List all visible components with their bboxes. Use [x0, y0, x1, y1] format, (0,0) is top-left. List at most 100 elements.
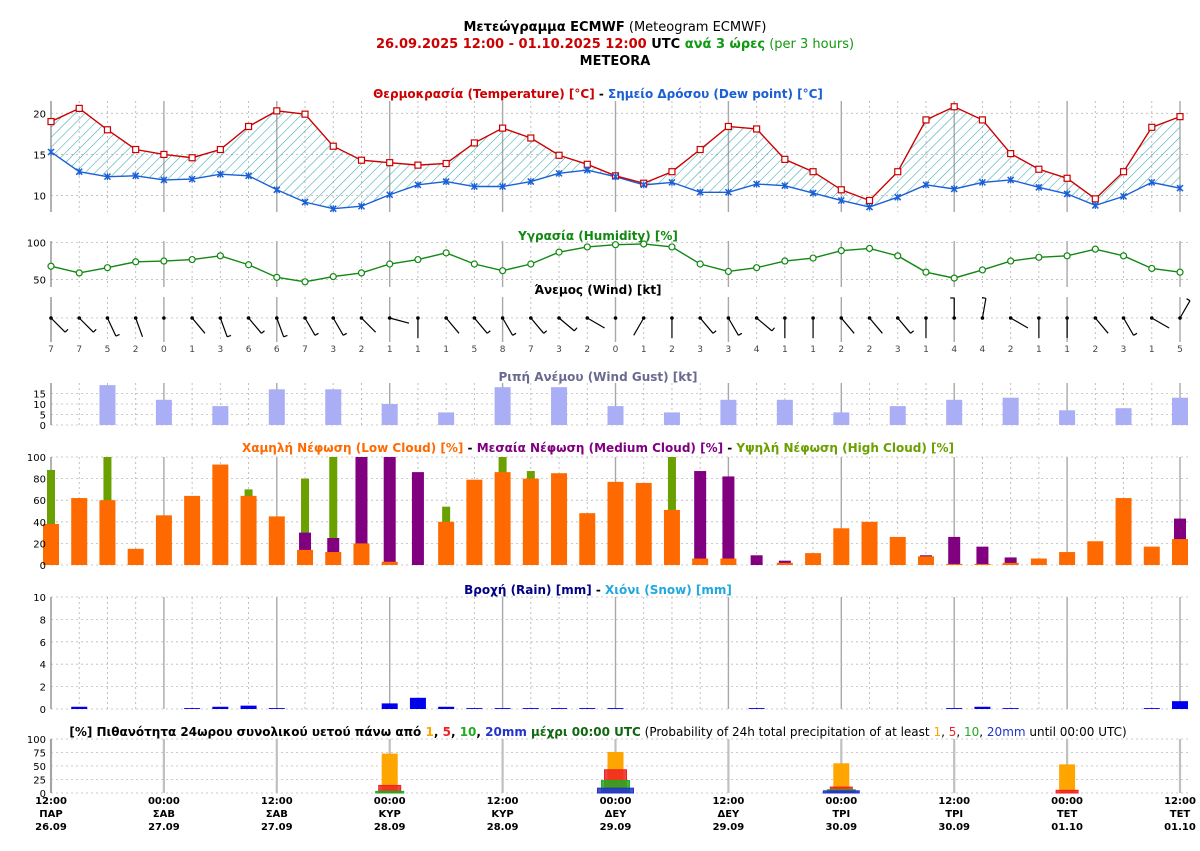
temperature-point: [922, 116, 930, 124]
low-cloud-bar: [1172, 539, 1188, 565]
humidity-point: [696, 260, 704, 268]
wind-barb-feather: [1186, 298, 1191, 302]
prob-title-v10: 10: [460, 725, 477, 739]
humidity-point: [414, 255, 422, 264]
temperature-point: [386, 159, 394, 167]
wind-barb: [727, 317, 739, 336]
dewpoint-point: [950, 185, 958, 193]
wind-speed-label: 1: [1036, 345, 1042, 355]
dewpoint-point: [894, 193, 902, 201]
dewpoint-point: [442, 178, 450, 186]
wind-speed-label: 7: [48, 345, 54, 355]
wind-speed-label: 2: [133, 345, 139, 355]
temperature-point: [696, 145, 704, 154]
dewpoint-title: Σημείο Δρόσου (Dew point) [°C]: [608, 87, 823, 101]
low-cloud-bar: [71, 498, 88, 565]
rain-bar: [1172, 701, 1188, 709]
date-label: 30.09: [938, 822, 970, 833]
chart-subtitle: 26.09.2025 12:00 - 01.10.2025 12:00 UTC …: [376, 37, 854, 52]
rain-bar: [946, 708, 963, 709]
wind-barb: [530, 317, 545, 334]
humidity-point: [132, 258, 140, 266]
humidity-point: [724, 267, 733, 276]
prob-title-v20: 20mm: [485, 725, 527, 739]
low-cloud-bar: [99, 500, 116, 565]
temperature-point: [668, 168, 676, 176]
low-cloud-bar: [663, 509, 680, 565]
time-label: 12:00: [35, 796, 67, 807]
dewpoint-point: [386, 191, 394, 199]
date-label: 27.09: [261, 822, 293, 833]
wind-barb-dot: [613, 316, 618, 320]
temperature-point: [865, 196, 874, 205]
low-cloud-bar: [974, 563, 991, 565]
temperature-point: [329, 142, 337, 150]
gust-y-tick: 10: [33, 400, 46, 411]
dewpoint-point: [273, 186, 281, 194]
humidity-point: [386, 260, 394, 268]
subtitle-dates: 26.09.2025 12:00 - 01.10.2025 12:00: [376, 37, 647, 52]
temperature-point: [555, 151, 563, 159]
medium-cloud-title: Μεσαία Νέφωση (Medium Cloud) [%]: [477, 441, 723, 455]
time-label: 12:00: [712, 796, 744, 807]
low-cloud-bar: [381, 561, 398, 565]
wind-barb: [332, 317, 344, 336]
wind-speed-label: 3: [726, 345, 732, 355]
cloud-title-sep-1: -: [463, 441, 476, 455]
wind-barb-feather: [981, 297, 987, 299]
gust-bar: [1059, 410, 1076, 425]
day-label: ΚΥΡ: [491, 809, 513, 820]
low-cloud-bar: [184, 495, 201, 565]
wind-barb: [1179, 300, 1191, 319]
temperature-point: [753, 125, 761, 133]
low-cloud-bar: [297, 549, 314, 565]
dewpoint-point: [470, 182, 478, 191]
rain-bar: [71, 706, 88, 709]
wind-barb: [502, 317, 514, 336]
gust-bar: [663, 412, 680, 425]
dewpoint-point: [1091, 201, 1099, 209]
wind-barb: [1010, 317, 1029, 329]
wind-speed-label: 0: [613, 345, 619, 355]
humidity-point: [894, 252, 902, 260]
humidity-point: [1091, 245, 1099, 253]
wind-speed-label: 1: [810, 345, 816, 355]
dewpoint-point: [583, 166, 591, 174]
dewpoint-point: [668, 178, 676, 186]
wind-barb-feather: [314, 332, 319, 336]
medium-cloud-bar: [694, 471, 707, 565]
dewpoint-point: [1035, 183, 1043, 191]
wind-speed-label: 1: [923, 345, 929, 355]
day-label: ΚΥΡ: [379, 809, 401, 820]
dewpoint-point: [724, 188, 732, 196]
date-label: 01.10: [1051, 822, 1083, 833]
wind-barb-feather: [64, 328, 69, 333]
low-cloud-bar: [466, 479, 483, 565]
wind-speed-label: 2: [1008, 345, 1014, 355]
humidity-point: [809, 254, 817, 262]
wind-speed-label: 3: [1121, 345, 1127, 355]
temperature-point: [47, 117, 55, 126]
day-label: ΔΕΥ: [717, 809, 740, 820]
wind-barb: [981, 298, 987, 319]
dewpoint-point: [696, 188, 704, 196]
wind-barb: [558, 317, 575, 332]
wind-speed-label: 6: [246, 345, 252, 355]
rain-bar: [466, 708, 483, 709]
low-cloud-bar: [438, 521, 455, 565]
medium-cloud-bar: [722, 476, 735, 565]
prob-title-u10: 10: [964, 725, 979, 739]
dewpoint-point: [527, 178, 535, 186]
wind-speed-label: 2: [359, 345, 365, 355]
gust-bar: [494, 387, 511, 425]
wind-barb: [633, 317, 645, 336]
wind-speed-label: 3: [556, 345, 562, 355]
wind-barb: [389, 317, 410, 324]
dewpoint-point: [75, 168, 83, 176]
wind-barb-feather: [486, 330, 491, 334]
day-label: ΤΡΙ: [945, 809, 963, 820]
gust-bar: [833, 412, 850, 425]
medium-cloud-bar: [1004, 557, 1017, 565]
gust-bar: [946, 399, 963, 425]
